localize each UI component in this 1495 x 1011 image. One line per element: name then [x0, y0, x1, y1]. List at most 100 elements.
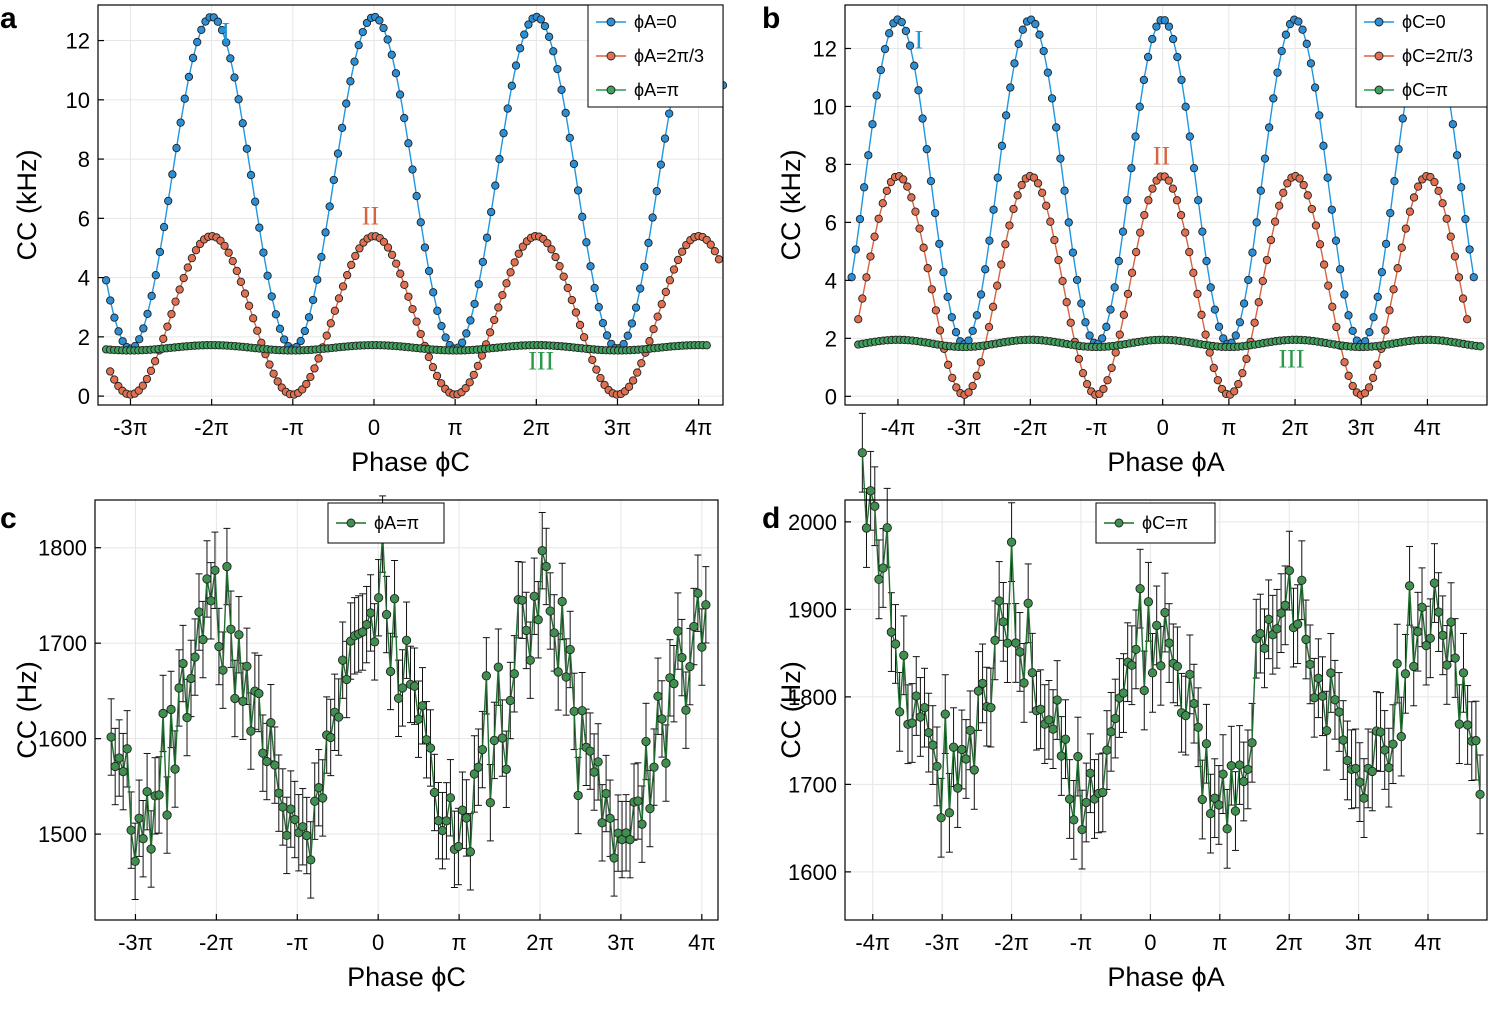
data-point — [596, 373, 605, 383]
data-point — [1046, 217, 1055, 226]
data-point — [1189, 699, 1199, 709]
data-point — [858, 294, 867, 303]
data-point — [1106, 727, 1116, 737]
data-point — [1401, 224, 1410, 233]
data-point — [1210, 305, 1220, 314]
data-point — [926, 176, 936, 186]
data-point — [326, 319, 335, 328]
data-point — [494, 303, 503, 312]
data-point — [1394, 145, 1403, 154]
y-tick-label: 2000 — [788, 510, 837, 535]
data-point — [226, 624, 236, 634]
data-point — [1429, 578, 1440, 588]
data-point — [1266, 235, 1276, 245]
data-point — [605, 813, 615, 823]
data-point — [1077, 299, 1086, 308]
data-point — [473, 361, 483, 371]
data-point — [859, 183, 869, 192]
data-point — [549, 47, 558, 56]
data-point — [922, 145, 931, 154]
data-point — [644, 238, 653, 248]
data-point — [593, 757, 603, 767]
data-point — [502, 279, 511, 288]
data-point — [951, 328, 961, 337]
data-point — [254, 688, 264, 699]
data-point — [525, 655, 535, 665]
y-tick-label: 1700 — [788, 772, 837, 797]
y-tick-label: 4 — [78, 266, 90, 291]
data-point — [914, 86, 923, 95]
x-tick-label: -π — [1070, 930, 1093, 955]
data-point — [1475, 789, 1485, 800]
data-point — [166, 704, 176, 715]
data-point — [176, 118, 185, 127]
data-point — [469, 370, 478, 379]
data-point — [939, 268, 948, 277]
x-tick-label: 0 — [1144, 930, 1156, 955]
data-point — [1058, 276, 1067, 286]
data-point — [424, 266, 434, 276]
data-point — [197, 25, 206, 35]
data-point — [168, 170, 177, 179]
data-point — [1446, 617, 1456, 627]
data-point — [1332, 322, 1341, 332]
data-point — [182, 712, 192, 723]
data-point — [1052, 695, 1062, 705]
series-annotation: I — [221, 18, 230, 47]
data-point — [1110, 283, 1119, 292]
data-point — [441, 816, 452, 826]
data-point — [1310, 83, 1320, 92]
data-point — [1269, 94, 1278, 103]
data-point — [1305, 659, 1315, 669]
data-point — [473, 762, 484, 772]
data-point — [669, 679, 679, 689]
data-point — [1135, 584, 1145, 594]
data-point — [342, 99, 351, 108]
x-tick-label: -π — [282, 415, 305, 440]
data-point — [984, 322, 994, 332]
data-point — [1230, 387, 1239, 396]
data-point — [158, 708, 168, 719]
data-point — [935, 326, 945, 335]
data-point — [172, 143, 181, 153]
data-point — [1465, 245, 1474, 254]
data-point — [1359, 793, 1369, 803]
y-tick-label: 0 — [825, 384, 837, 409]
data-point — [1011, 638, 1021, 648]
data-point — [870, 232, 879, 241]
data-point — [408, 304, 417, 314]
data-point — [623, 331, 632, 340]
data-point — [265, 360, 274, 369]
data-point — [928, 740, 938, 750]
data-point — [342, 674, 352, 685]
data-point — [164, 196, 173, 206]
x-axis-label: Phase ϕA — [1107, 962, 1224, 992]
data-point — [989, 205, 998, 214]
data-point — [1081, 797, 1091, 808]
data-point — [238, 696, 248, 706]
data-point — [918, 114, 927, 123]
data-point — [163, 322, 172, 331]
data-point — [1404, 581, 1415, 591]
data-point — [1072, 275, 1082, 285]
data-point — [1295, 174, 1304, 183]
data-point — [478, 257, 488, 267]
data-point — [609, 853, 619, 863]
data-point — [259, 248, 268, 257]
data-point — [262, 756, 272, 767]
data-point — [218, 665, 228, 675]
data-point — [457, 805, 468, 815]
data-point — [396, 269, 405, 278]
data-point — [865, 486, 876, 496]
data-point — [876, 65, 885, 75]
data-point — [553, 64, 562, 74]
data-point — [511, 61, 521, 70]
data-point — [681, 705, 691, 715]
data-point — [1017, 180, 1026, 190]
data-point — [424, 352, 434, 362]
data-point — [273, 377, 282, 386]
data-point — [369, 637, 380, 647]
legend-label: ϕC=0 — [1402, 12, 1446, 32]
data-point — [118, 766, 128, 777]
data-point — [1140, 210, 1149, 220]
